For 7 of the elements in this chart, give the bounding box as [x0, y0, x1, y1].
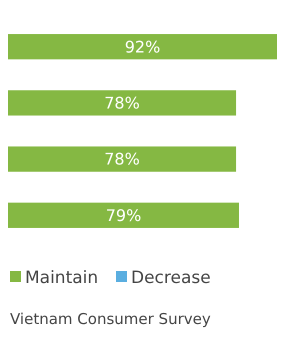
text: Vietnam Consumer Survey	[10, 310, 211, 328]
legend-label: Maintain	[25, 268, 98, 288]
data-label: 92%	[124, 37, 160, 56]
data-label: 79%	[106, 206, 142, 225]
data-label: 78%	[104, 150, 140, 169]
legend-label: Decrease	[131, 268, 211, 288]
data-label: 78%	[104, 94, 140, 112]
